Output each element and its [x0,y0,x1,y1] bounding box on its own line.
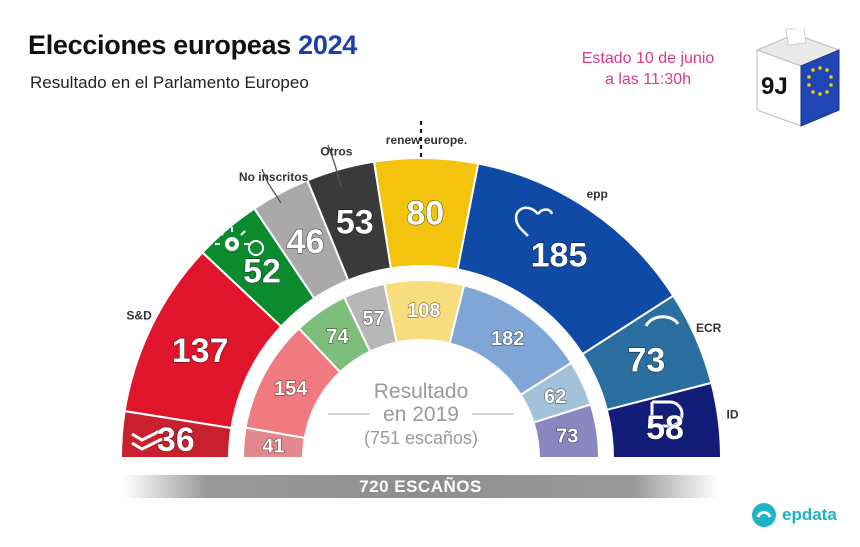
outer-value-label: 58 [646,409,684,447]
outer-value-label: 53 [336,203,374,241]
brand-logo: epdata [752,503,837,527]
page-title: Elecciones europeas 2024 [28,30,357,61]
inner-value-label: 74 [326,326,349,348]
outer-party-label: S&D [126,309,152,323]
outer-party-label: ID [726,407,738,421]
title-main: Elecciones europeas [28,30,291,60]
outer-party-label: Otros [320,145,352,159]
epdata-logo-icon [752,503,776,527]
inner-value-label: 154 [274,378,308,400]
inner-value-label: 57 [362,308,384,330]
outer-value-label: 137 [172,332,229,370]
ballot-label: 9J [761,73,788,100]
inner-value-label: 182 [491,328,524,350]
status-line-1: Estado 10 de junio [581,50,715,67]
outer-party-label: ECR [696,321,722,335]
total-seats-bar: 720 ESCAÑOS [123,475,718,498]
pes-wings-icon [131,428,163,451]
inner-value-label: 41 [262,436,284,458]
outer-segment [605,381,723,459]
id-logo-icon [650,400,684,428]
title-year: 2024 [298,30,358,60]
ecr-lion-icon [644,315,680,327]
greens-flower-icon [215,227,264,256]
leader-line-no-inscritos [261,168,282,204]
outer-ring [119,157,723,459]
inner-value-label: 108 [407,300,440,322]
page-subtitle: Resultado en el Parlamento Europeo [30,73,309,92]
center-label-1: Resultado [374,380,469,403]
status-line-2: a las 11:30h [605,71,691,88]
epp-heart-icon [514,206,554,237]
outer-value-label: 46 [287,223,325,261]
ballot-box-icon: 9J [755,28,841,127]
outer-value-label: 73 [627,342,665,380]
inner-segment [532,403,601,459]
eu-stars [807,66,833,96]
inner-ring-labels: 41 154 74 57 108 182 62 73 [262,300,579,458]
outer-value-label: 36 [157,421,195,459]
outer-value-label: 185 [531,237,588,275]
center-label-2: en 2019 [383,403,459,426]
outer-party-label: No inscritos [239,170,309,184]
center-label-3: (751 escaños) [364,428,478,448]
outer-party-label: epp [586,187,607,201]
inner-ring [241,279,601,459]
outer-value-label: 52 [243,252,281,290]
leader-line-otros [327,144,342,188]
status-timestamp: Estado 10 de junio a las 11:30h [563,48,733,90]
outer-party-label: renew europe. [386,133,467,147]
brand-name: epdata [782,505,837,524]
inner-value-label: 62 [544,386,566,408]
inner-value-label: 73 [556,426,578,448]
logo-marks [131,428,163,451]
outer-value-label: 80 [406,194,444,232]
